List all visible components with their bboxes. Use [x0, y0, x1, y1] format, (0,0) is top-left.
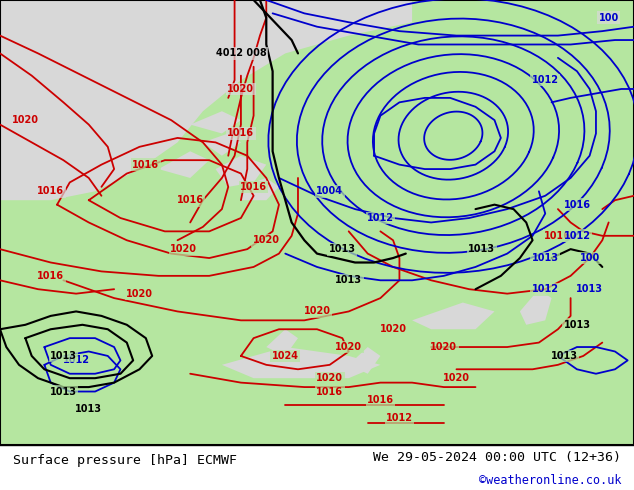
- Polygon shape: [412, 302, 495, 329]
- Text: 100: 100: [598, 13, 619, 23]
- Text: 1020: 1020: [228, 84, 254, 94]
- Polygon shape: [222, 347, 380, 378]
- Text: 1016: 1016: [367, 395, 394, 405]
- Polygon shape: [349, 347, 380, 374]
- Text: 1020: 1020: [316, 373, 343, 383]
- Text: 1016: 1016: [228, 128, 254, 139]
- Polygon shape: [0, 0, 634, 445]
- Text: 1016: 1016: [564, 199, 590, 210]
- Text: 1016: 1016: [240, 182, 267, 192]
- Text: 4012 008: 4012 008: [216, 49, 266, 58]
- Text: 1012: 1012: [532, 284, 559, 294]
- Text: 1013: 1013: [50, 387, 77, 396]
- Polygon shape: [203, 133, 241, 156]
- Text: 1016: 1016: [133, 160, 159, 170]
- Text: 1013: 1013: [564, 320, 590, 330]
- Text: 1012: 1012: [386, 413, 413, 423]
- Text: We 29-05-2024 00:00 UTC (12+36): We 29-05-2024 00:00 UTC (12+36): [373, 451, 621, 464]
- Text: 1013: 1013: [335, 275, 362, 285]
- Text: 1020: 1020: [12, 115, 39, 125]
- Text: 1004: 1004: [316, 186, 343, 196]
- Text: 1016: 1016: [37, 186, 64, 196]
- Text: 1013: 1013: [551, 351, 578, 361]
- Text: ©weatheronline.co.uk: ©weatheronline.co.uk: [479, 473, 621, 487]
- Polygon shape: [216, 156, 266, 187]
- Text: 1013: 1013: [532, 253, 559, 263]
- Text: 1013: 1013: [469, 244, 495, 254]
- Polygon shape: [266, 329, 298, 356]
- Polygon shape: [158, 151, 209, 178]
- Text: 1016: 1016: [37, 271, 64, 281]
- Text: 1012: 1012: [367, 213, 394, 223]
- Polygon shape: [241, 178, 279, 200]
- Text: 1020: 1020: [380, 324, 406, 334]
- Text: 1012: 1012: [564, 231, 590, 241]
- Polygon shape: [190, 111, 241, 133]
- Text: 1020: 1020: [443, 373, 470, 383]
- Text: 1012: 1012: [532, 75, 559, 85]
- Text: 1020: 1020: [171, 244, 197, 254]
- Text: 1016: 1016: [545, 231, 571, 241]
- Polygon shape: [0, 0, 412, 200]
- Text: 1020: 1020: [304, 306, 330, 317]
- Polygon shape: [520, 289, 552, 325]
- Text: Surface pressure [hPa] ECMWF: Surface pressure [hPa] ECMWF: [13, 454, 236, 467]
- Text: 100: 100: [579, 253, 600, 263]
- Text: 1016: 1016: [316, 387, 343, 396]
- Text: 1016: 1016: [177, 195, 204, 205]
- Text: 1020: 1020: [430, 342, 457, 352]
- Text: 1013: 1013: [576, 284, 603, 294]
- Text: 1013: 1013: [329, 244, 356, 254]
- Text: 1020: 1020: [126, 289, 153, 298]
- Text: 1013: 1013: [75, 404, 102, 415]
- Text: 1013: 1013: [50, 351, 77, 361]
- Text: 1020: 1020: [253, 235, 280, 245]
- Text: 1020: 1020: [335, 342, 362, 352]
- Text: 1012: 1012: [63, 355, 89, 366]
- Text: 1024: 1024: [272, 351, 299, 361]
